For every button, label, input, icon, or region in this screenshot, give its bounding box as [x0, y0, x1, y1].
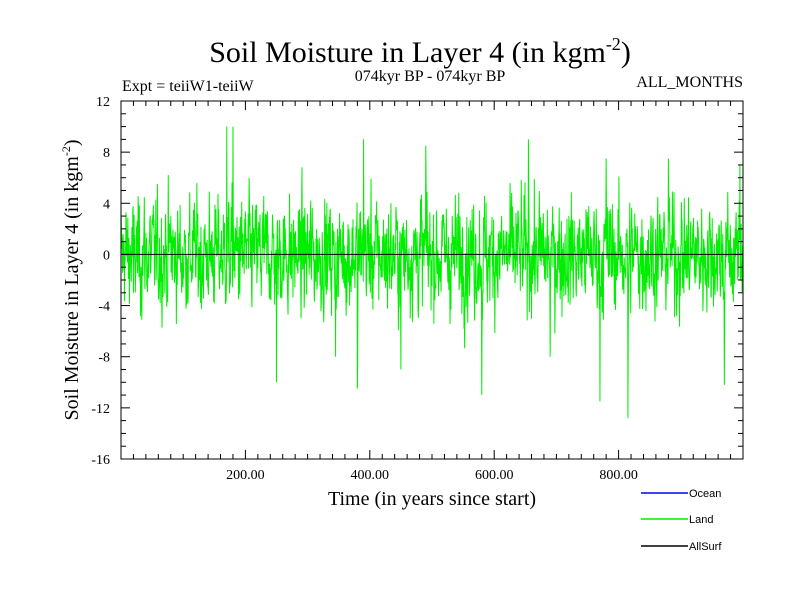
series-line-land — [121, 126, 743, 419]
tick-labels-group: 200.00 400.00 600.00 800.00 -16 -12 -8 -4 0 4 8 12 — [91, 95, 638, 483]
series-group — [121, 126, 743, 419]
chart-title-main: Soil Moisture in Layer 4 (in kgm — [209, 36, 606, 69]
y-tick-label: 0 — [103, 248, 110, 263]
y-tick-label: -4 — [98, 300, 110, 315]
subtitle-experiment: Expt = teiiW1-teiiW — [122, 78, 255, 95]
y-axis-label-main: Soil Moisture in Layer 4 (in kgm — [61, 156, 83, 421]
y-tick-label: 12 — [96, 95, 110, 110]
subtitle-period: 074kyr BP - 074kyr BP — [355, 68, 506, 85]
y-tick-label: 8 — [103, 146, 110, 161]
x-tick-label: 600.00 — [475, 468, 514, 483]
y-tick-label: -16 — [91, 453, 110, 468]
legend: Ocean Land AllSurf — [641, 488, 722, 553]
y-axis-label-close: ) — [61, 139, 83, 146]
x-tick-label: 800.00 — [599, 468, 638, 483]
x-tick-label: 200.00 — [226, 468, 265, 483]
legend-label-ocean: Ocean — [689, 488, 721, 500]
y-tick-label: 4 — [103, 197, 110, 212]
legend-label-land: Land — [689, 514, 713, 526]
y-tick-label: -8 — [98, 351, 110, 366]
y-tick-label: -12 — [91, 402, 110, 417]
subtitle-months: ALL_MONTHS — [636, 74, 743, 91]
chart-title: Soil Moisture in Layer 4 (in kgm-2) — [209, 34, 631, 69]
x-axis-label: Time (in years since start) — [328, 488, 536, 510]
x-tick-label: 400.00 — [351, 468, 390, 483]
y-axis-label: Soil Moisture in Layer 4 (in kgm-2) — [59, 139, 83, 420]
chart-title-close: ) — [621, 36, 631, 69]
legend-label-allsurf: AllSurf — [689, 541, 722, 553]
chart-title-sup: -2 — [606, 34, 621, 54]
ticks-group — [121, 101, 743, 459]
y-axis-label-sup: -2 — [59, 146, 73, 156]
